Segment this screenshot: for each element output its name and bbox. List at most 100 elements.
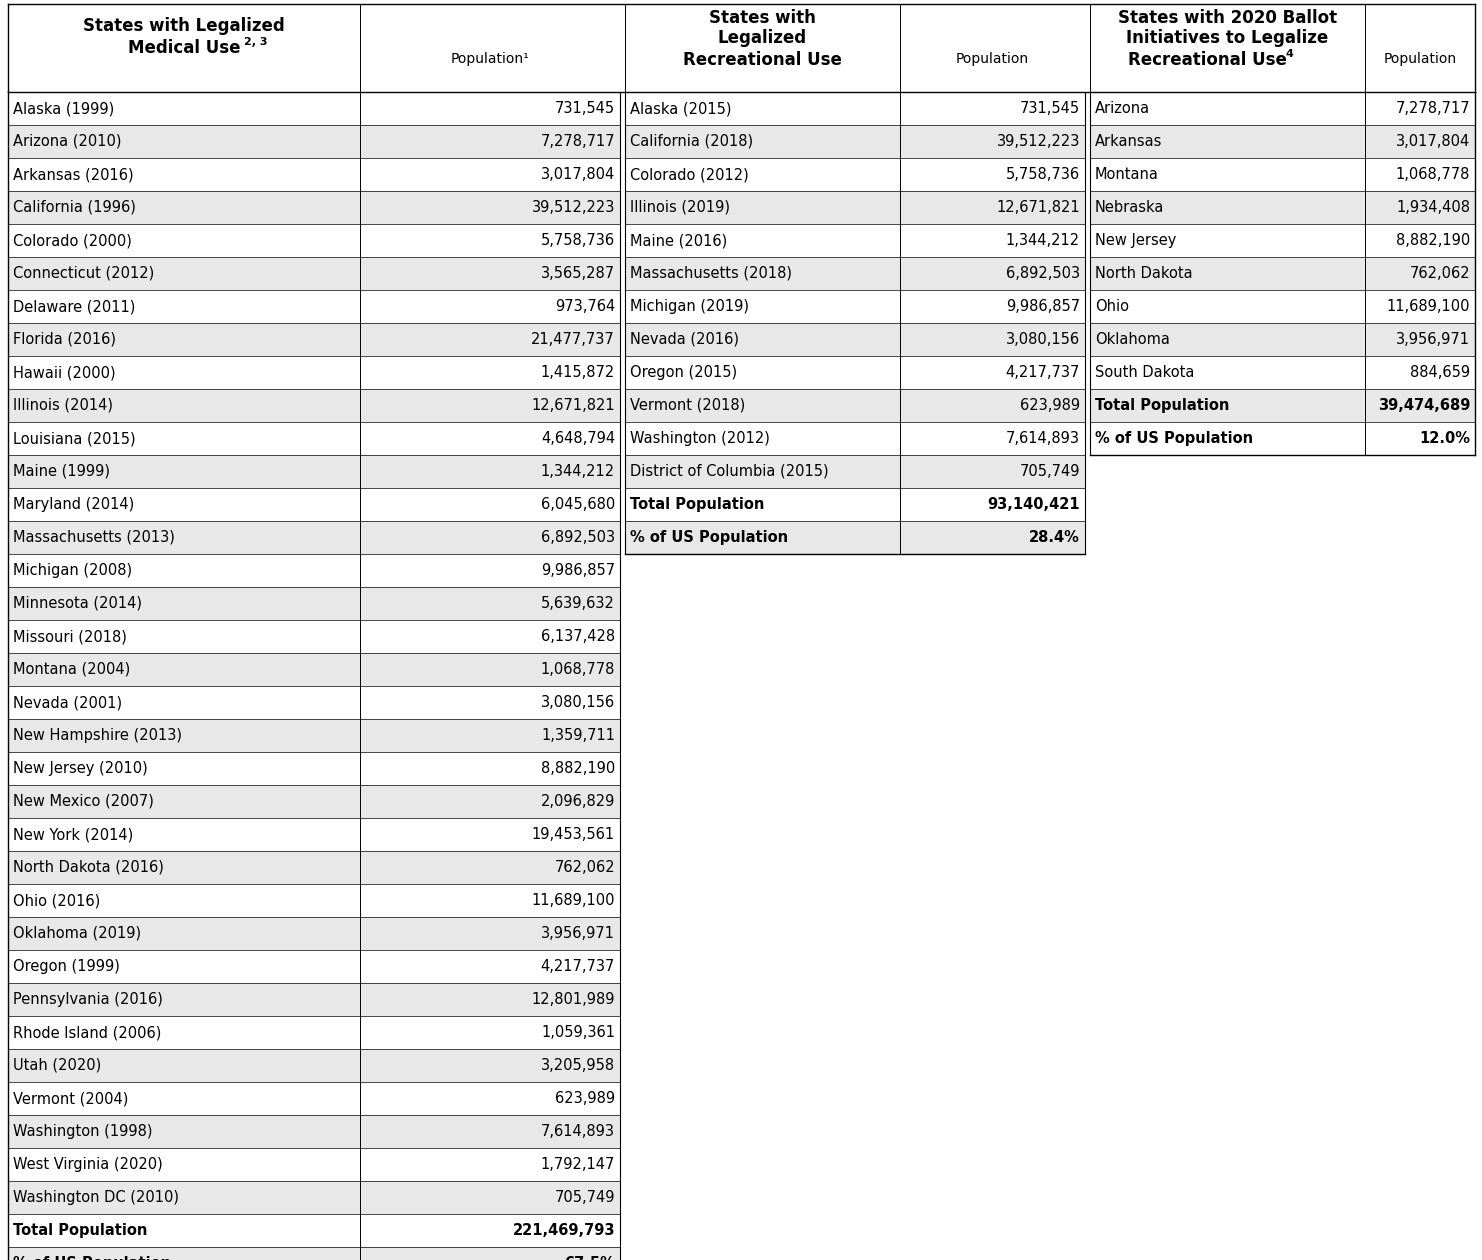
Text: Arkansas (2016): Arkansas (2016) <box>13 168 133 181</box>
Bar <box>7 323 619 357</box>
Bar <box>7 389 619 422</box>
Text: Alaska (1999): Alaska (1999) <box>13 101 114 116</box>
Text: 12.0%: 12.0% <box>1418 431 1470 446</box>
Bar <box>7 158 619 192</box>
Text: 1,934,408: 1,934,408 <box>1396 200 1470 215</box>
Bar <box>1089 290 1475 323</box>
Text: 1,068,778: 1,068,778 <box>541 662 615 677</box>
Text: % of US Population: % of US Population <box>1095 431 1254 446</box>
Text: 6,892,503: 6,892,503 <box>541 530 615 546</box>
Bar <box>625 323 1085 357</box>
Text: Michigan (2008): Michigan (2008) <box>13 563 132 578</box>
Bar <box>7 885 619 917</box>
Text: 731,545: 731,545 <box>1020 101 1080 116</box>
Text: Legalized: Legalized <box>717 29 808 47</box>
Text: 5,758,736: 5,758,736 <box>1006 168 1080 181</box>
Bar <box>7 1115 619 1148</box>
Text: 3,956,971: 3,956,971 <box>541 926 615 941</box>
Text: 39,474,689: 39,474,689 <box>1378 398 1470 413</box>
Bar <box>625 357 1085 389</box>
Text: Washington (1998): Washington (1998) <box>13 1124 153 1139</box>
Text: 4: 4 <box>1285 49 1294 59</box>
Text: Oklahoma (2019): Oklahoma (2019) <box>13 926 141 941</box>
Text: Arizona (2010): Arizona (2010) <box>13 134 122 149</box>
Text: Nebraska: Nebraska <box>1095 200 1165 215</box>
Bar <box>625 192 1085 224</box>
Text: 6,045,680: 6,045,680 <box>541 496 615 512</box>
Text: 12,671,821: 12,671,821 <box>532 398 615 413</box>
Bar <box>7 554 619 587</box>
Text: New York (2014): New York (2014) <box>13 827 133 842</box>
Bar <box>7 257 619 290</box>
Text: Total Population: Total Population <box>630 496 765 512</box>
Text: Alaska (2015): Alaska (2015) <box>630 101 732 116</box>
Bar <box>7 125 619 158</box>
Text: 5,639,632: 5,639,632 <box>541 596 615 611</box>
Text: 4,217,737: 4,217,737 <box>1006 365 1080 381</box>
Text: West Virginia (2020): West Virginia (2020) <box>13 1157 163 1172</box>
Text: 1,792,147: 1,792,147 <box>541 1157 615 1172</box>
Text: North Dakota: North Dakota <box>1095 266 1193 281</box>
Text: Colorado (2012): Colorado (2012) <box>630 168 748 181</box>
Bar <box>7 917 619 950</box>
Bar <box>7 224 619 257</box>
Bar <box>7 290 619 323</box>
Text: Missouri (2018): Missouri (2018) <box>13 629 127 644</box>
Bar <box>1089 257 1475 290</box>
Text: 9,986,857: 9,986,857 <box>541 563 615 578</box>
Bar <box>1089 422 1475 455</box>
Text: 705,749: 705,749 <box>554 1189 615 1205</box>
Text: North Dakota (2016): North Dakota (2016) <box>13 861 165 874</box>
Text: Minnesota (2014): Minnesota (2014) <box>13 596 142 611</box>
Bar <box>7 92 619 125</box>
Text: 8,882,190: 8,882,190 <box>1396 233 1470 248</box>
Bar <box>7 653 619 685</box>
Bar <box>1089 192 1475 224</box>
Text: States with: States with <box>708 9 817 26</box>
Text: 623,989: 623,989 <box>1020 398 1080 413</box>
Text: Illinois (2019): Illinois (2019) <box>630 200 731 215</box>
Text: 28.4%: 28.4% <box>1029 530 1080 546</box>
Bar <box>7 587 619 620</box>
Text: 93,140,421: 93,140,421 <box>987 496 1080 512</box>
Text: 1,359,711: 1,359,711 <box>541 728 615 743</box>
Text: Rhode Island (2006): Rhode Island (2006) <box>13 1024 162 1040</box>
Text: New Hampshire (2013): New Hampshire (2013) <box>13 728 182 743</box>
Text: 1,344,212: 1,344,212 <box>541 464 615 479</box>
Bar <box>7 1247 619 1260</box>
Bar <box>7 1082 619 1115</box>
Text: Massachusetts (2013): Massachusetts (2013) <box>13 530 175 546</box>
Text: Washington (2012): Washington (2012) <box>630 431 769 446</box>
Bar <box>625 488 1085 520</box>
Bar <box>625 92 1085 125</box>
Text: 2, 3: 2, 3 <box>245 37 267 47</box>
Text: 623,989: 623,989 <box>554 1091 615 1106</box>
Bar <box>7 620 619 653</box>
Text: California (1996): California (1996) <box>13 200 136 215</box>
Text: 19,453,561: 19,453,561 <box>532 827 615 842</box>
Text: 7,614,893: 7,614,893 <box>1006 431 1080 446</box>
Text: 11,689,100: 11,689,100 <box>532 893 615 908</box>
Bar <box>7 357 619 389</box>
Bar <box>7 1181 619 1213</box>
Bar <box>1089 357 1475 389</box>
Text: 7,614,893: 7,614,893 <box>541 1124 615 1139</box>
Text: 221,469,793: 221,469,793 <box>513 1223 615 1239</box>
Text: 731,545: 731,545 <box>554 101 615 116</box>
Text: Michigan (2019): Michigan (2019) <box>630 299 748 314</box>
Bar <box>7 1050 619 1082</box>
Text: Utah (2020): Utah (2020) <box>13 1058 101 1074</box>
Bar <box>7 685 619 719</box>
Text: Colorado (2000): Colorado (2000) <box>13 233 132 248</box>
Text: Montana: Montana <box>1095 168 1159 181</box>
Text: 6,137,428: 6,137,428 <box>541 629 615 644</box>
Text: States with 2020 Ballot: States with 2020 Ballot <box>1117 9 1337 26</box>
Text: 12,801,989: 12,801,989 <box>532 992 615 1007</box>
Text: Nevada (2001): Nevada (2001) <box>13 696 122 709</box>
Text: Initiatives to Legalize: Initiatives to Legalize <box>1126 29 1329 47</box>
Text: Delaware (2011): Delaware (2011) <box>13 299 135 314</box>
Text: 12,671,821: 12,671,821 <box>996 200 1080 215</box>
Bar <box>7 850 619 885</box>
Text: 5,758,736: 5,758,736 <box>541 233 615 248</box>
Text: 2,096,829: 2,096,829 <box>541 794 615 809</box>
